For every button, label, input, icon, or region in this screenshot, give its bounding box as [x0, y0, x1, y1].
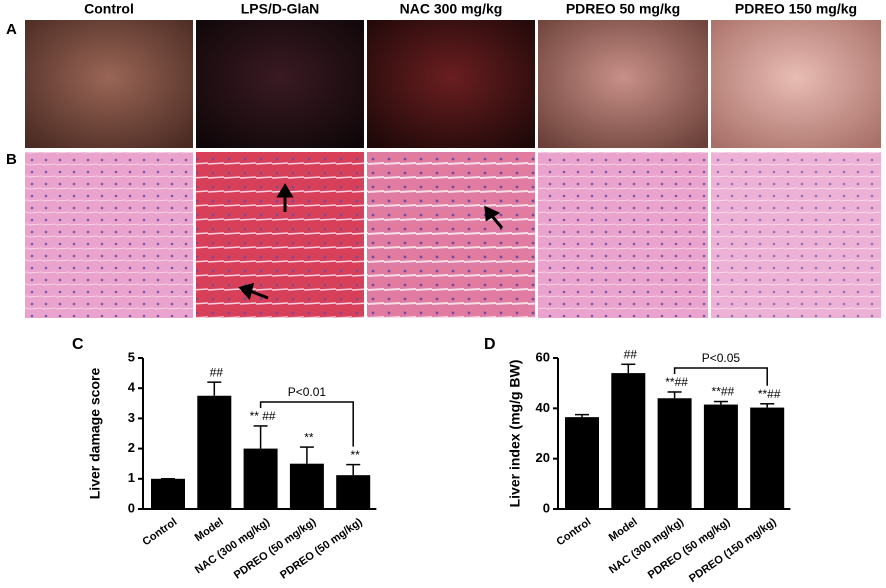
column-label: LPS/D-GlaN [241, 1, 320, 17]
significance-label: **## [758, 387, 781, 401]
column-label: NAC 300 mg/kg [400, 1, 503, 17]
photo [25, 20, 193, 148]
y-tick-label: 0 [543, 500, 550, 515]
bar [703, 404, 738, 509]
x-tick-label: PDREO (50 mg/kg) [646, 516, 733, 582]
photos [25, 20, 881, 318]
y-axis-title: Liver damage score [87, 368, 103, 500]
significance-label: ** [351, 448, 361, 462]
column-label: PDREO 150 mg/kg [735, 1, 857, 17]
bar [611, 373, 646, 509]
arrows [238, 183, 504, 301]
panel-label: C [72, 336, 84, 353]
x-tick-label: Model [607, 516, 640, 544]
photo [196, 20, 364, 148]
x-tick-label: PDREO (50 mg/kg) [278, 516, 365, 582]
comparison-bracket [259, 401, 354, 447]
bar [336, 475, 371, 509]
column-label: Control [84, 1, 134, 17]
bar [657, 398, 692, 509]
bar [289, 463, 324, 509]
comparison-label: P<0.05 [702, 351, 741, 365]
significance-label: ## [624, 347, 638, 361]
histology [196, 152, 364, 318]
x-tick-label: Control [554, 516, 593, 548]
x-tick-label: Model [193, 516, 226, 544]
row-label: B [6, 151, 17, 168]
histology [711, 152, 881, 318]
significance-label: ** ## [250, 409, 276, 423]
panel-label: D [484, 336, 496, 353]
comparison-bracket [673, 367, 768, 386]
histology [367, 152, 535, 318]
y-tick-label: 40 [536, 400, 550, 415]
row-label: A [6, 21, 17, 38]
column-label: PDREO 50 mg/kg [566, 1, 680, 17]
x-tick-label: Control [140, 516, 179, 548]
photo [538, 20, 708, 148]
bar [151, 478, 185, 509]
x-tick-label: PDREO (50 mg/kg) [232, 516, 319, 582]
comparison-label: P<0.01 [288, 385, 327, 399]
bar [750, 407, 785, 509]
bar [243, 448, 278, 509]
y-tick-label: 3 [128, 410, 135, 425]
y-tick-label: 4 [128, 380, 136, 395]
y-tick-label: 1 [128, 470, 135, 485]
y-tick-label: 60 [536, 349, 550, 364]
photo [711, 20, 881, 148]
y-tick-label: 0 [128, 500, 135, 515]
significance-label: **## [712, 385, 735, 399]
bar [197, 395, 232, 509]
significance-label: **## [665, 375, 688, 389]
photo [367, 20, 535, 148]
y-axis-title: Liver index (mg/g BW) [507, 360, 523, 508]
x-tick-label: PDREO (150 mg/kg) [687, 516, 779, 585]
histology [538, 152, 708, 318]
bar [565, 417, 599, 509]
y-tick-label: 5 [128, 349, 135, 364]
y-tick-label: 2 [128, 440, 135, 455]
histology [25, 152, 193, 318]
significance-label: ## [210, 365, 224, 379]
y-tick-label: 20 [536, 450, 550, 465]
significance-label: ** [304, 430, 314, 444]
